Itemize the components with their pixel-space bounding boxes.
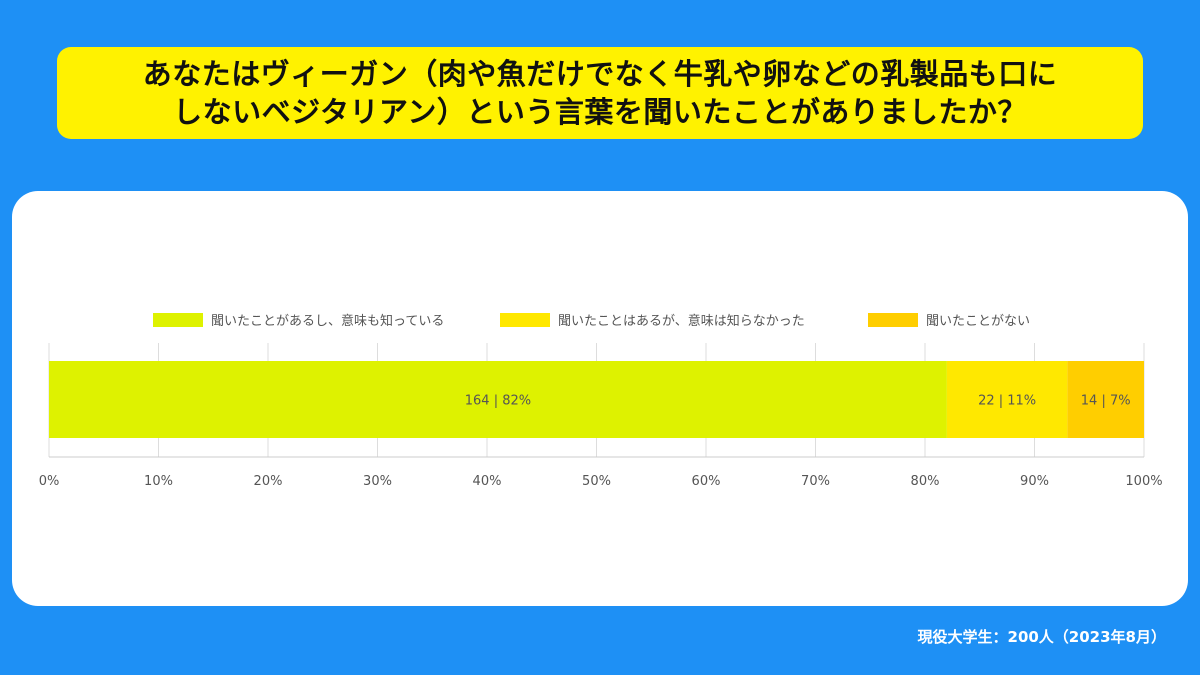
legend-label: 聞いたことがない (926, 314, 1030, 329)
bar-segment (1067, 361, 1144, 438)
legend-label: 聞いたことがあるし、意味も知っている (211, 313, 444, 329)
title-line-1: あなたはヴィーガン（肉や魚だけでなく牛乳や卵などの乳製品も口に (142, 57, 1058, 91)
x-tick-label: 0% (39, 474, 60, 489)
legend-swatch (868, 313, 918, 327)
x-tick-label: 70% (801, 474, 830, 489)
x-tick-label: 40% (473, 474, 502, 489)
legend-label: 聞いたことはあるが、意味は知らなかった (558, 313, 805, 329)
x-tick-label: 90% (1020, 474, 1049, 489)
x-tick-label: 80% (911, 474, 940, 489)
bar-data-label: 164 | 82% (465, 394, 531, 409)
bar-data-label: 14 | 7% (1081, 394, 1131, 409)
legend-swatch (153, 313, 203, 327)
stacked-bar-chart: 0% 10% 20% 30% 40% 50% 60% 70% 80% 90% 100% 164 | 8… (39, 313, 1163, 489)
title-line-2: しないベジタリアン）という言葉を聞いたことがありましたか？ (173, 95, 1027, 129)
x-tick-label: 100% (1125, 474, 1162, 489)
bar-data-label: 22 | 11% (978, 394, 1036, 409)
bar-segment (946, 361, 1068, 438)
x-tick-label: 50% (582, 474, 611, 489)
title-banner: あなたはヴィーガン（肉や魚だけでなく牛乳や卵などの乳製品も口に しないベジタリア… (57, 47, 1143, 139)
x-tick-label: 10% (144, 474, 173, 489)
x-tick-label: 60% (692, 474, 721, 489)
chart-card: 0% 10% 20% 30% 40% 50% 60% 70% 80% 90% 100% 164 | 8… (12, 191, 1188, 606)
bar-segment (49, 361, 947, 438)
legend-swatch (500, 313, 550, 327)
x-tick-label: 30% (363, 474, 392, 489)
sample-note: 現役大学生：200人（2023年8月） (917, 628, 1167, 646)
x-tick-label: 20% (254, 474, 283, 489)
